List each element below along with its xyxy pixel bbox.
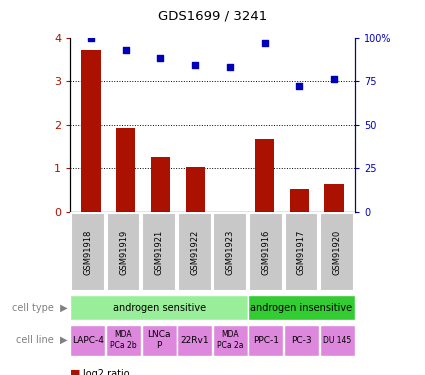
Bar (249, 213, 283, 291)
Bar (71, 213, 105, 291)
Text: GSM91923: GSM91923 (226, 230, 235, 275)
Bar (320, 213, 354, 291)
Bar (285, 213, 318, 291)
Bar (249, 325, 283, 356)
Point (296, 83, 303, 89)
Text: LAPC-4: LAPC-4 (72, 336, 104, 345)
Bar (82, 50, 100, 212)
Bar (186, 167, 205, 212)
Bar (142, 213, 176, 291)
Bar (107, 213, 140, 291)
Text: cell type  ▶: cell type ▶ (12, 303, 68, 313)
Bar (249, 296, 354, 320)
Text: GDS1699 / 3241: GDS1699 / 3241 (158, 9, 267, 22)
Bar (177, 325, 212, 356)
Text: MDA
PCa 2a: MDA PCa 2a (217, 330, 244, 350)
Point (88, 34, 94, 40)
Text: cell line  ▶: cell line ▶ (17, 335, 68, 345)
Text: PC-3: PC-3 (291, 336, 312, 345)
Point (331, 76, 337, 82)
Text: GSM91916: GSM91916 (261, 230, 270, 275)
Text: GSM91918: GSM91918 (83, 230, 92, 275)
Point (192, 62, 198, 68)
Text: GSM91919: GSM91919 (119, 230, 128, 275)
Bar (71, 296, 248, 320)
Point (261, 40, 268, 46)
Bar (213, 213, 247, 291)
Bar (284, 325, 319, 356)
Text: GSM91922: GSM91922 (190, 230, 199, 275)
Bar (151, 156, 170, 212)
Point (157, 56, 164, 62)
Text: androgen insensitive: androgen insensitive (250, 303, 353, 313)
Text: LNCa
P: LNCa P (147, 330, 171, 350)
Bar (290, 189, 309, 212)
Text: GSM91921: GSM91921 (155, 230, 164, 275)
Text: DU 145: DU 145 (323, 336, 351, 345)
Bar (116, 128, 135, 212)
Bar (255, 139, 274, 212)
Point (122, 47, 129, 53)
Text: ■: ■ (70, 369, 81, 375)
Text: MDA
PCa 2b: MDA PCa 2b (110, 330, 137, 350)
Text: GSM91917: GSM91917 (297, 230, 306, 275)
Bar (320, 325, 354, 356)
Bar (71, 325, 105, 356)
Bar (178, 213, 212, 291)
Text: log2 ratio: log2 ratio (83, 369, 130, 375)
Bar (142, 325, 176, 356)
Bar (325, 183, 343, 212)
Text: 22Rv1: 22Rv1 (180, 336, 209, 345)
Bar (213, 325, 248, 356)
Bar (106, 325, 141, 356)
Text: androgen sensitive: androgen sensitive (113, 303, 206, 313)
Text: GSM91920: GSM91920 (333, 230, 342, 275)
Point (227, 64, 233, 70)
Text: PPC-1: PPC-1 (253, 336, 279, 345)
